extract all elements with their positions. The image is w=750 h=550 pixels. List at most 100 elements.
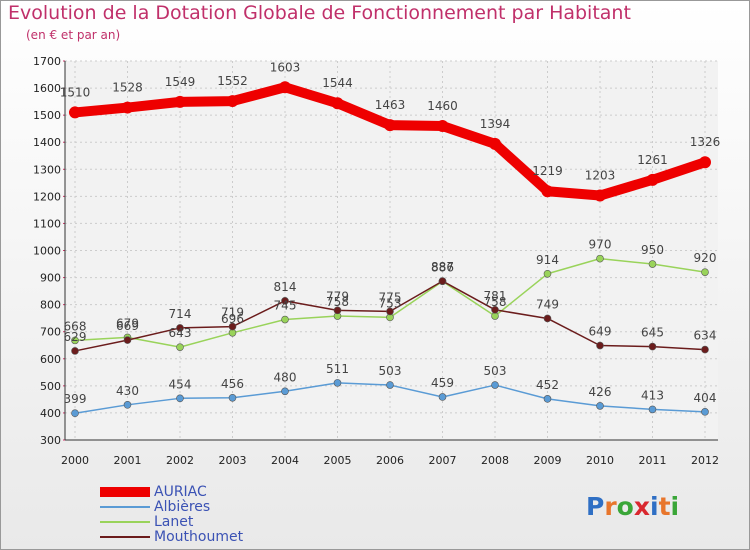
data-label: 781 (484, 289, 507, 303)
y-tick-label: 1400 (33, 136, 61, 149)
data-label: 1326 (690, 135, 721, 149)
y-tick-label: 300 (40, 434, 61, 447)
data-label: 399 (64, 392, 87, 406)
data-point (438, 277, 447, 285)
data-point (594, 189, 606, 202)
legend-label: Mouthoumet (154, 528, 244, 545)
data-point (386, 381, 394, 389)
data-point (543, 395, 552, 403)
data-label: 950 (641, 243, 664, 257)
data-point (69, 106, 81, 119)
data-label: 1544 (322, 76, 353, 90)
y-tick-label: 400 (40, 407, 61, 420)
data-point (71, 347, 79, 355)
data-point (386, 307, 394, 316)
data-label: 1463 (375, 98, 406, 112)
data-point (123, 336, 132, 344)
x-tick-label: 2005 (324, 454, 352, 467)
y-tick-label: 1000 (33, 245, 61, 258)
data-point (701, 408, 709, 416)
data-point (436, 119, 449, 132)
data-label: 775 (379, 290, 402, 304)
legend-label: Lanet (154, 513, 194, 530)
legend-label: Albières (154, 498, 211, 515)
data-label: 1603 (270, 60, 301, 74)
data-label: 758 (326, 295, 349, 309)
legend-item: Lanet (100, 513, 243, 530)
data-point (333, 306, 342, 315)
x-tick-label: 2003 (219, 454, 247, 467)
data-label: 886 (431, 260, 454, 274)
chart-subtitle: (en € et par an) (26, 28, 121, 42)
x-tick-label: 2011 (639, 454, 667, 467)
y-tick-label: 700 (40, 326, 61, 339)
data-label: 503 (484, 364, 507, 378)
data-label: 669 (116, 319, 139, 333)
data-point (176, 394, 184, 403)
legend-item: AURIAC (100, 484, 243, 500)
proxiti-logo: Proxiti (586, 492, 679, 521)
x-tick-label: 2006 (376, 454, 404, 467)
data-label: 714 (169, 307, 192, 321)
data-point (543, 314, 552, 323)
data-point (596, 254, 604, 263)
legend-swatch (100, 486, 150, 497)
data-label: 1528 (112, 81, 143, 95)
data-label: 745 (274, 299, 297, 313)
x-tick-label: 2007 (429, 454, 457, 467)
data-point (281, 387, 289, 396)
y-tick-label: 1700 (33, 55, 61, 68)
data-point (596, 341, 604, 350)
data-label: 430 (116, 384, 139, 398)
legend-swatch (100, 520, 150, 523)
data-point (176, 343, 184, 351)
data-point (226, 95, 239, 108)
chart-title: Evolution de la Dotation Globale de Fonc… (8, 2, 631, 24)
data-label: 1219 (532, 164, 563, 178)
x-tick-label: 2000 (61, 454, 89, 467)
data-point (281, 297, 289, 305)
data-point (648, 342, 657, 351)
data-label: 426 (589, 385, 612, 399)
legend-swatch (100, 505, 150, 508)
data-point (331, 97, 344, 110)
data-point (333, 379, 342, 387)
y-tick-label: 800 (40, 299, 61, 312)
x-tick-label: 2002 (166, 454, 194, 467)
y-tick-label: 1200 (33, 190, 61, 203)
data-point (174, 95, 186, 108)
logo-letter: r (604, 492, 617, 521)
legend: AURIAC Albières Lanet Mouthoumet (100, 484, 244, 545)
data-label: 1549 (165, 75, 196, 89)
data-point (491, 381, 499, 389)
data-point (701, 345, 709, 354)
data-point (176, 324, 184, 332)
data-point (228, 393, 237, 402)
data-label: 758 (484, 295, 507, 309)
data-label: 452 (536, 378, 559, 392)
data-label: 779 (326, 289, 349, 303)
data-label: 1552 (217, 74, 248, 88)
data-point (123, 401, 132, 409)
data-label: 454 (169, 377, 192, 391)
data-label: 643 (169, 326, 192, 340)
logo-letter: t (658, 492, 671, 521)
y-tick-label: 1600 (33, 82, 61, 95)
data-point (438, 393, 447, 401)
y-tick-label: 1300 (33, 163, 61, 176)
data-label: 719 (221, 306, 244, 320)
legend-swatch (100, 535, 150, 538)
data-point (491, 305, 499, 314)
legend-item: Albières (100, 498, 243, 515)
data-label: 1261 (637, 153, 668, 167)
data-point (646, 173, 659, 186)
data-point (648, 405, 657, 414)
data-label: 404 (694, 391, 717, 405)
data-label: 668 (64, 319, 87, 333)
data-label: 814 (274, 280, 297, 294)
data-label: 480 (274, 370, 297, 384)
data-label: 753 (379, 296, 402, 310)
logo-letter: o (616, 492, 634, 521)
data-point (596, 402, 604, 410)
